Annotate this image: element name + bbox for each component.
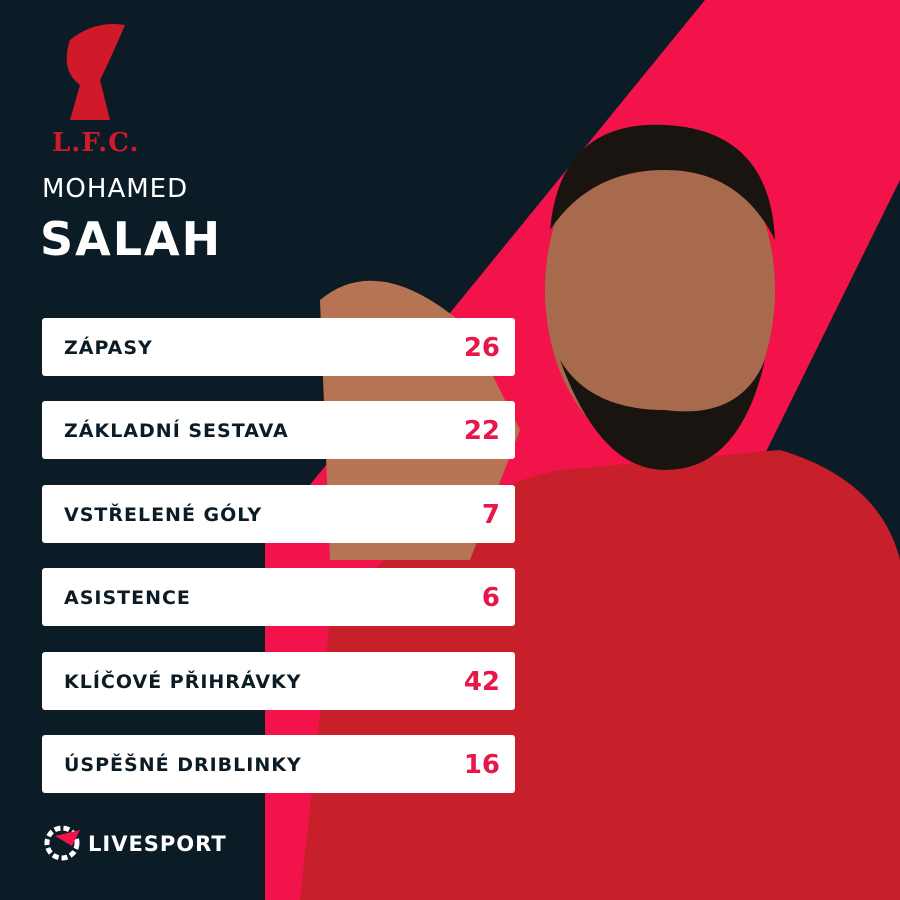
stat-label: ZÁPASY [64, 337, 153, 359]
stat-row: KLÍČOVÉ PŘIHRÁVKY 42 [42, 651, 515, 710]
first-name: MOHAMED [42, 174, 189, 204]
stat-label: ÚSPĚŠNÉ DRIBLINKY [64, 754, 302, 776]
player-head [545, 125, 775, 455]
stat-row: ZÁPASY 26 [42, 318, 515, 376]
last-name: SALAH [40, 212, 223, 266]
stat-row: VSTŘELENÉ GÓLY 7 [42, 484, 515, 543]
stat-value: 7 [481, 499, 500, 530]
player-beard [560, 360, 765, 470]
brand-logo [44, 825, 80, 861]
stat-label: ZÁKLADNÍ SESTAVA [64, 420, 289, 443]
stat-value: 6 [481, 583, 500, 614]
stat-row: ASISTENCE 6 [42, 568, 515, 627]
crest-bird [66, 24, 125, 120]
stat-value: 16 [463, 750, 500, 780]
stat-row: ÚSPĚŠNÉ DRIBLINKY 16 [42, 735, 515, 793]
brand-name: LIVESPORT [88, 832, 227, 856]
player-hair [550, 124, 775, 240]
stat-label: KLÍČOVÉ PŘIHRÁVKY [64, 670, 302, 693]
stat-row: ZÁKLADNÍ SESTAVA 22 [42, 401, 515, 460]
stat-value: 26 [463, 333, 500, 363]
stat-label: VSTŘELENÉ GÓLY [64, 503, 263, 526]
crest-text: L.F.C. [52, 128, 140, 158]
stat-value: 42 [463, 666, 500, 697]
brand-logo-mark [55, 830, 80, 846]
stat-value: 22 [463, 416, 500, 447]
stat-label: ASISTENCE [64, 587, 191, 610]
